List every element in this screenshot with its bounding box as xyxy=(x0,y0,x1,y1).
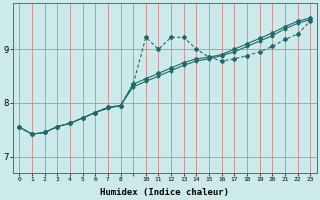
X-axis label: Humidex (Indice chaleur): Humidex (Indice chaleur) xyxy=(100,188,229,197)
